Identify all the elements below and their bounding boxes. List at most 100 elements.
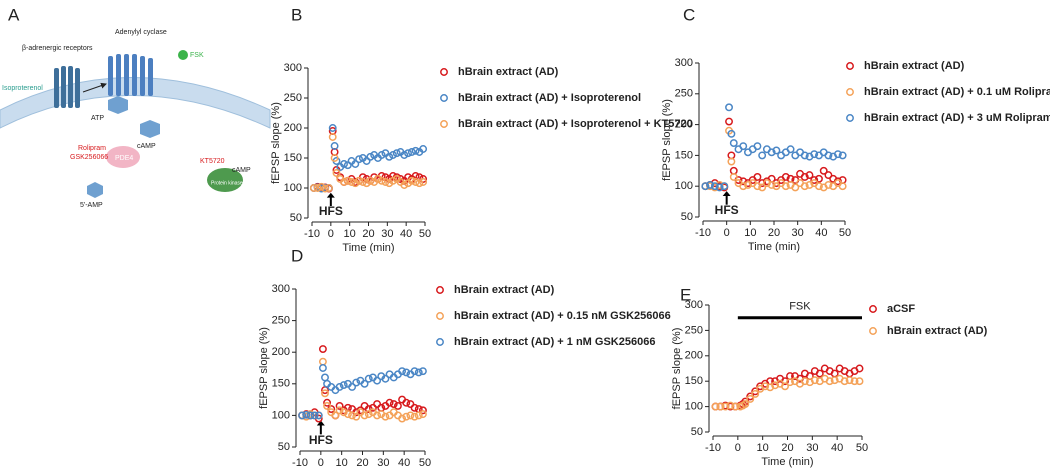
data-point [720,182,729,191]
data-point [335,401,344,410]
x-tick-label: 10 [744,227,756,239]
data-point [791,183,800,192]
data-point [364,410,373,419]
data-point [343,176,352,185]
hfs-arrowhead [326,192,335,198]
data-point [328,124,337,132]
x-tick-label: 10 [336,457,348,469]
data-point [328,133,337,141]
data-point [298,411,307,420]
x-tick-label: -10 [292,457,308,469]
data-point [347,178,356,186]
data-point [762,179,771,188]
x-tick-label: 30 [806,442,818,454]
data-point [753,182,762,191]
x-tick-label: 30 [377,457,389,469]
data-point [767,181,776,189]
data-point [800,182,809,191]
legend-label: hBrain extract (AD) + 0.15 nM GSK256066 [454,310,671,322]
data-point [385,152,394,161]
data-point [339,381,348,390]
data-point [850,377,859,386]
panel-a-diagram: A β-adrenergic receptors Adenylyl cyclas… [0,5,271,209]
legend-marker [436,312,444,320]
panel-label: E [680,285,691,304]
y-tick-label: 250 [272,315,290,327]
data-point [317,182,326,191]
data-point [414,411,423,420]
receptor [54,66,80,108]
diagram-label: Adenylyl cyclase [115,29,167,36]
legend-label: hBrain extract (AD) + 0.1 uM Rolipram [864,86,1050,98]
data-point [402,412,411,421]
diagram-label: Rolipram [78,145,106,152]
data-point [340,160,348,168]
x-tick-label: 50 [419,457,431,469]
data-point [402,368,411,377]
x-axis-label: Time (min) [748,241,800,253]
data-point [400,181,409,189]
legend-label: hBrain extract (AD) [454,284,555,296]
diagram-label: cAMP [232,167,251,174]
data-point [786,378,794,387]
data-point [855,364,864,373]
legend-marker [846,88,854,96]
data-point [398,414,407,423]
x-tick-label: 20 [781,442,793,454]
legend-marker [436,286,444,294]
data-point [721,402,730,411]
data-point [726,401,735,410]
data-point [415,179,424,188]
data-point [310,411,319,420]
x-tick-label: 40 [398,457,410,469]
data-point [824,181,833,189]
annotation: HFS [319,204,343,218]
data-point [418,367,427,376]
data-point [323,401,332,410]
hfs-arrowhead [722,191,731,197]
data-point [419,178,428,186]
data-point [410,412,419,421]
data-point [729,139,738,148]
data-point [715,181,724,189]
legend-label: hBrain extract (AD) [864,60,965,72]
legend-marker [436,338,444,346]
legend-marker [440,68,448,76]
data-point [414,368,423,377]
legend-label: hBrain extract (AD) + Isoproterenol [458,92,641,104]
data-point [392,149,401,158]
y-axis-label: fEPSP slope (%) [661,99,673,181]
data-point [330,142,339,150]
data-point [727,157,736,166]
y-tick-label: 50 [278,441,290,453]
y-tick-label: 250 [675,88,693,100]
y-tick-label: 300 [685,299,703,311]
diagram-label: cAMP [137,143,156,150]
data-point [815,182,823,191]
y-tick-label: 100 [284,182,302,194]
data-point [824,151,833,160]
data-point [402,398,411,407]
data-point [741,400,750,409]
legend-label: hBrain extract (AD) [887,325,988,337]
data-point [364,374,373,383]
diagram-label: ATP [91,115,104,122]
data-point [318,357,327,366]
data-point [418,406,427,415]
data-point [800,151,809,160]
y-tick-label: 100 [272,409,290,421]
data-point [753,142,762,151]
data-point [332,169,341,177]
data-point [731,402,740,411]
panel-label: D [291,246,303,265]
legend-label: hBrain extract (AD) + 3 uM Rolipram [864,112,1050,124]
data-point [325,184,333,192]
arrow [82,82,107,93]
data-point [348,411,357,420]
data-point [824,171,833,180]
x-tick-label: 0 [318,457,324,469]
y-tick-label: 300 [284,62,302,74]
x-tick-label: 20 [768,227,780,239]
diagram-label: Isoproterenol [2,85,43,92]
